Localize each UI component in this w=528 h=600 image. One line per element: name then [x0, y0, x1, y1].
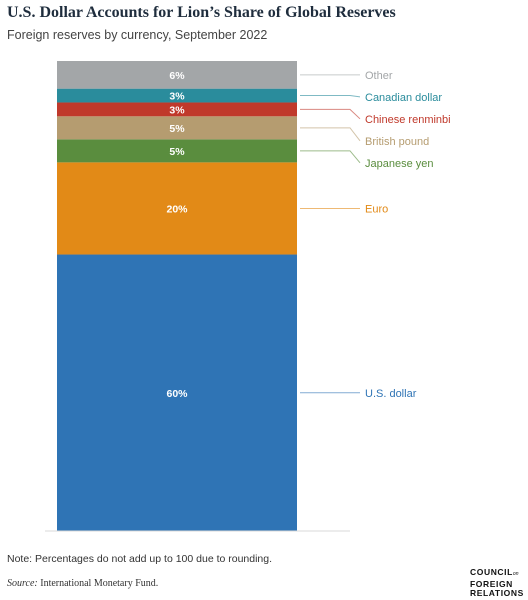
bar-segment-japanese-yen — [57, 139, 297, 163]
chart-title: U.S. Dollar Accounts for Lion’s Share of… — [7, 4, 396, 21]
chart-source: Source: International Monetary Fund. — [7, 578, 158, 589]
logo-line-2: FOREIGN — [470, 578, 513, 589]
category-label-british-pound: British pound — [365, 136, 429, 148]
value-label-chinese-renminbi: 3% — [169, 104, 185, 116]
bar-segment-chinese-renminbi — [57, 102, 297, 117]
connector-british-pound — [300, 127, 361, 142]
source-label: Source: — [7, 578, 38, 589]
bar-segment-other — [57, 61, 297, 89]
connector-canadian-dollar — [300, 95, 361, 98]
bar-segment-british-pound — [57, 116, 297, 140]
chart-note: Note: Percentages do not add up to 100 d… — [7, 553, 273, 565]
category-label-japanese-yen: Japanese yen — [365, 158, 434, 170]
value-label-japanese-yen: 5% — [169, 146, 185, 158]
bar-segment-euro — [57, 162, 297, 255]
value-label-other: 6% — [169, 70, 185, 82]
category-label-euro: Euro — [365, 203, 388, 215]
source-text: International Monetary Fund. — [37, 578, 159, 589]
connector-japanese-yen — [300, 150, 361, 164]
value-label-u-s-dollar: 60% — [166, 388, 188, 400]
category-label-canadian-dollar: Canadian dollar — [365, 92, 442, 104]
value-label-euro: 20% — [166, 203, 188, 215]
cfr-logo: COUNCILon FOREIGN RELATIONS — [470, 567, 524, 599]
bar-segment-u-s-dollar — [57, 254, 297, 531]
category-label-other: Other — [365, 70, 393, 82]
chart-subtitle: Foreign reserves by currency, September … — [7, 28, 268, 42]
connector-chinese-renminbi — [300, 108, 361, 120]
logo-line-3: RELATIONS — [470, 588, 524, 598]
category-label-chinese-renminbi: Chinese renminbi — [365, 114, 451, 126]
value-label-british-pound: 5% — [169, 123, 185, 135]
value-label-canadian-dollar: 3% — [169, 91, 185, 103]
logo-line-1: COUNCIL — [470, 567, 513, 577]
logo-on: on — [512, 571, 519, 577]
category-label-u-s-dollar: U.S. dollar — [365, 388, 417, 400]
bar-segment-canadian-dollar — [57, 88, 297, 103]
